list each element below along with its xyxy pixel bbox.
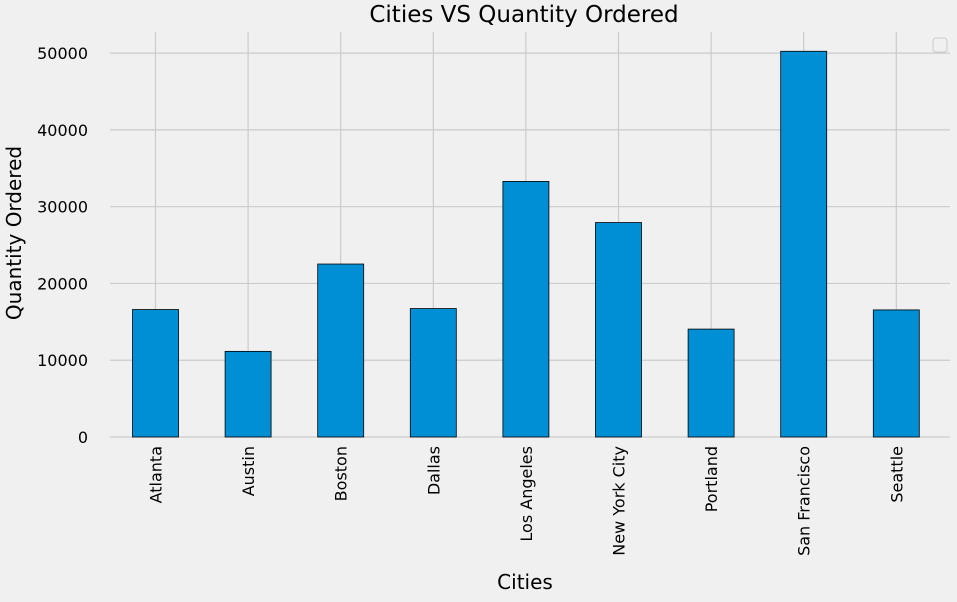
x-tick-label: San Francisco: [795, 446, 814, 556]
x-tick-label: Boston: [332, 446, 351, 501]
x-tick-label: Dallas: [424, 446, 443, 495]
legend-box: [932, 37, 948, 53]
bar-los-angeles: [502, 181, 550, 438]
y-tick-label: 50000: [37, 44, 88, 63]
x-tick-labels: Atlanta Austin Boston Dallas Los Angeles New …: [147, 446, 907, 556]
y-tick-labels: 0 10000 20000 30000 40000 50000: [37, 44, 88, 447]
x-tick-label: Portland: [702, 446, 721, 512]
bar-boston: [317, 263, 365, 438]
chart-title: Cities VS Quantity Ordered: [369, 2, 678, 28]
x-axis-label: Cities: [497, 570, 553, 594]
y-tick-label: 10000: [37, 351, 88, 370]
bars: [132, 50, 920, 438]
x-tick-label: Los Angeles: [517, 446, 536, 542]
bar-dallas: [409, 308, 457, 438]
y-tick-label: 40000: [37, 121, 88, 140]
bar-portland: [687, 328, 735, 438]
y-tick-label: 0: [78, 428, 88, 447]
x-tick-label: Seattle: [887, 446, 906, 503]
bar-san-francisco: [780, 50, 828, 438]
x-tick-label: New York City: [610, 446, 629, 556]
x-tick-label: Austin: [239, 446, 258, 496]
bar-new-york-city: [595, 222, 642, 438]
bar-atlanta: [132, 309, 179, 438]
y-axis-label: Quantity Ordered: [2, 146, 26, 320]
bar-austin: [224, 350, 272, 438]
bar-seattle: [872, 309, 920, 438]
y-tick-label: 30000: [37, 198, 88, 217]
y-tick-label: 20000: [37, 274, 88, 293]
x-tick-label: Atlanta: [147, 446, 166, 503]
